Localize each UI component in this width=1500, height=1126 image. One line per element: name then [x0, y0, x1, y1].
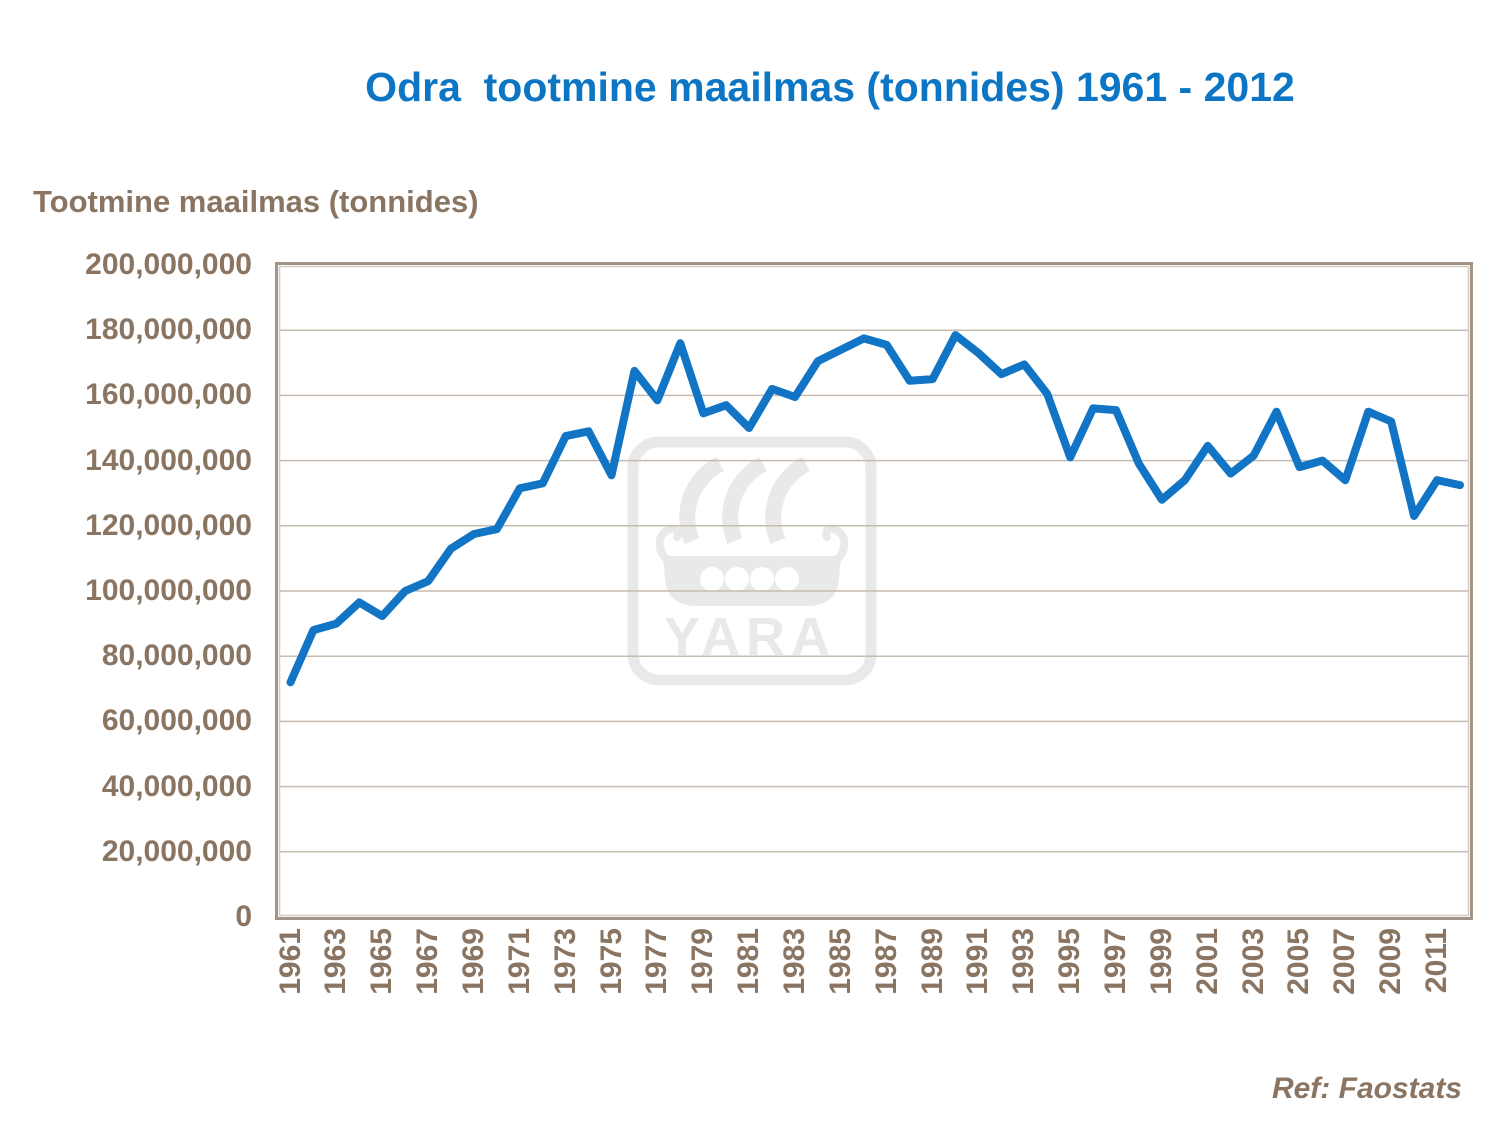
x-tick-label: 2005 [1282, 928, 1316, 995]
x-tick-label: 1965 [365, 928, 399, 995]
x-tick-label: 1995 [1053, 928, 1087, 995]
y-tick-label: 20,000,000 [101, 834, 252, 868]
plot-border [275, 262, 1473, 920]
x-tick-label: 1987 [869, 928, 903, 995]
x-tick-label: 1997 [1099, 928, 1133, 995]
x-tick-label: 2009 [1374, 928, 1408, 995]
x-tick-label: 1971 [502, 928, 536, 995]
y-tick-label: 0 [235, 900, 252, 933]
x-tick-label: 1977 [640, 928, 674, 995]
x-tick-label: 1969 [456, 928, 490, 995]
y-tick-label: 40,000,000 [101, 769, 252, 803]
x-tick-label: 1975 [594, 928, 628, 995]
y-tick-label: 140,000,000 [85, 443, 252, 477]
y-tick-label: 80,000,000 [101, 639, 252, 673]
y-tick-label: 180,000,000 [85, 313, 252, 347]
y-tick-label: 160,000,000 [85, 378, 252, 412]
x-tick-label: 1989 [915, 928, 949, 995]
data-series-line [286, 331, 1464, 687]
x-tick-label: 2011 [1420, 928, 1454, 994]
x-tick-label: 1981 [732, 928, 766, 995]
y-tick-label: 60,000,000 [101, 704, 252, 738]
yara-viking-ship-icon: YARA [627, 436, 877, 686]
x-tick-label: 1985 [823, 928, 857, 995]
x-tick-label: 2003 [1236, 928, 1270, 995]
watermark-text: YARA [664, 607, 836, 667]
y-tick-label: 200,000,000 [85, 248, 252, 281]
x-tick-label: 1993 [1007, 928, 1041, 995]
x-tick-label: 1967 [411, 928, 445, 995]
y-tick-label: 120,000,000 [85, 508, 252, 542]
x-tick-label: 1963 [319, 928, 353, 995]
x-tick-label: 2001 [1190, 928, 1224, 995]
chart-title: Odra tootmine maailmas (tonnides) 1961 -… [365, 64, 1295, 110]
x-tick-label: 1961 [273, 928, 307, 995]
x-tick-label: 1999 [1144, 928, 1178, 995]
y-axis-labels: 0 20,000,000 40,000,000 60,000,000 80,000,00… [0, 0, 252, 1126]
reference-note: Ref: Faostats [1271, 1072, 1462, 1105]
x-tick-label: 1973 [548, 928, 582, 995]
x-tick-label: 1983 [777, 928, 811, 995]
gridlines [280, 329, 1468, 853]
x-tick-label: 2007 [1328, 928, 1362, 995]
x-tick-label: 1991 [961, 928, 995, 995]
y-tick-label: 100,000,000 [85, 574, 252, 607]
x-tick-label: 1979 [686, 928, 720, 995]
y-axis-title: Tootmine maailmas (tonnides) [33, 184, 479, 219]
